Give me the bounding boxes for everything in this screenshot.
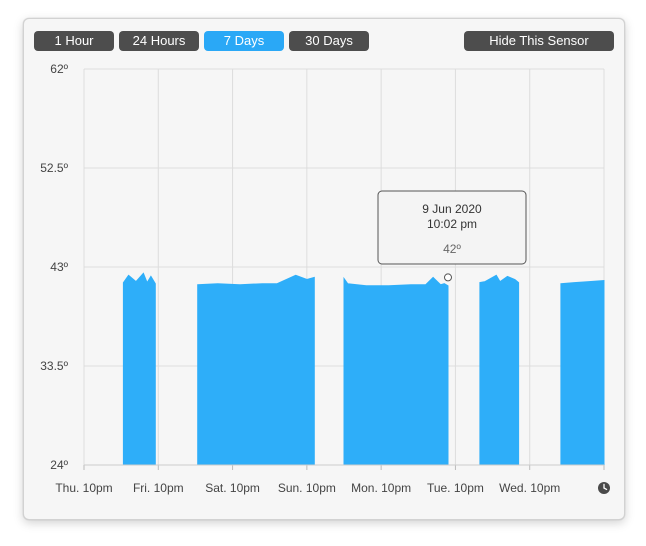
clock-icon[interactable] <box>598 482 610 494</box>
area-segment <box>197 274 315 466</box>
area-segment <box>122 272 156 466</box>
y-tick-label: 52.5º <box>40 161 68 175</box>
x-tick-label: Tue. 10pm <box>427 481 484 495</box>
chart-axes: 62º 52.5º 43º 33.5º 24º Thu. 10pm Fri. 10pm Sat… <box>40 62 605 495</box>
y-tick-label: 33.5º <box>40 359 68 373</box>
range-24-hours-button[interactable]: 24 Hours <box>119 31 199 51</box>
x-tick-label: Sun. 10pm <box>278 481 336 495</box>
tooltip-point <box>444 273 452 282</box>
range-1-hour-button[interactable]: 1 Hour <box>34 31 114 51</box>
y-tick-label: 43º <box>50 260 68 274</box>
temperature-chart: 62º 52.5º 43º 33.5º 24º Thu. 10pm Fri. 10pm Sat… <box>40 62 610 495</box>
range-7-days-button[interactable]: 7 Days <box>204 31 284 51</box>
x-tick-label: Thu. 10pm <box>55 481 112 495</box>
tooltip-date: 9 Jun 2020 <box>422 202 482 216</box>
tooltip-value: 42º <box>443 242 461 256</box>
x-tick-label: Sat. 10pm <box>205 481 260 495</box>
hide-sensor-button[interactable]: Hide This Sensor <box>464 31 614 51</box>
y-tick-label: 24º <box>50 458 68 472</box>
x-tick-label: Mon. 10pm <box>351 481 411 495</box>
sensor-panel: 1 Hour 24 Hours 7 Days 30 Days Hide This… <box>23 18 625 520</box>
area-segment <box>560 279 605 466</box>
range-30-days-button[interactable]: 30 Days <box>289 31 369 51</box>
tooltip-time: 10:02 pm <box>427 217 477 231</box>
x-tick-label: Wed. 10pm <box>499 481 560 495</box>
y-tick-label: 62º <box>50 62 68 76</box>
x-tick-label: Fri. 10pm <box>133 481 184 495</box>
chart-series <box>122 272 605 466</box>
chart-tooltip: 9 Jun 2020 10:02 pm 42º <box>377 190 527 265</box>
area-segment <box>343 276 449 466</box>
area-segment <box>479 274 520 466</box>
tooltip-box <box>377 190 527 265</box>
